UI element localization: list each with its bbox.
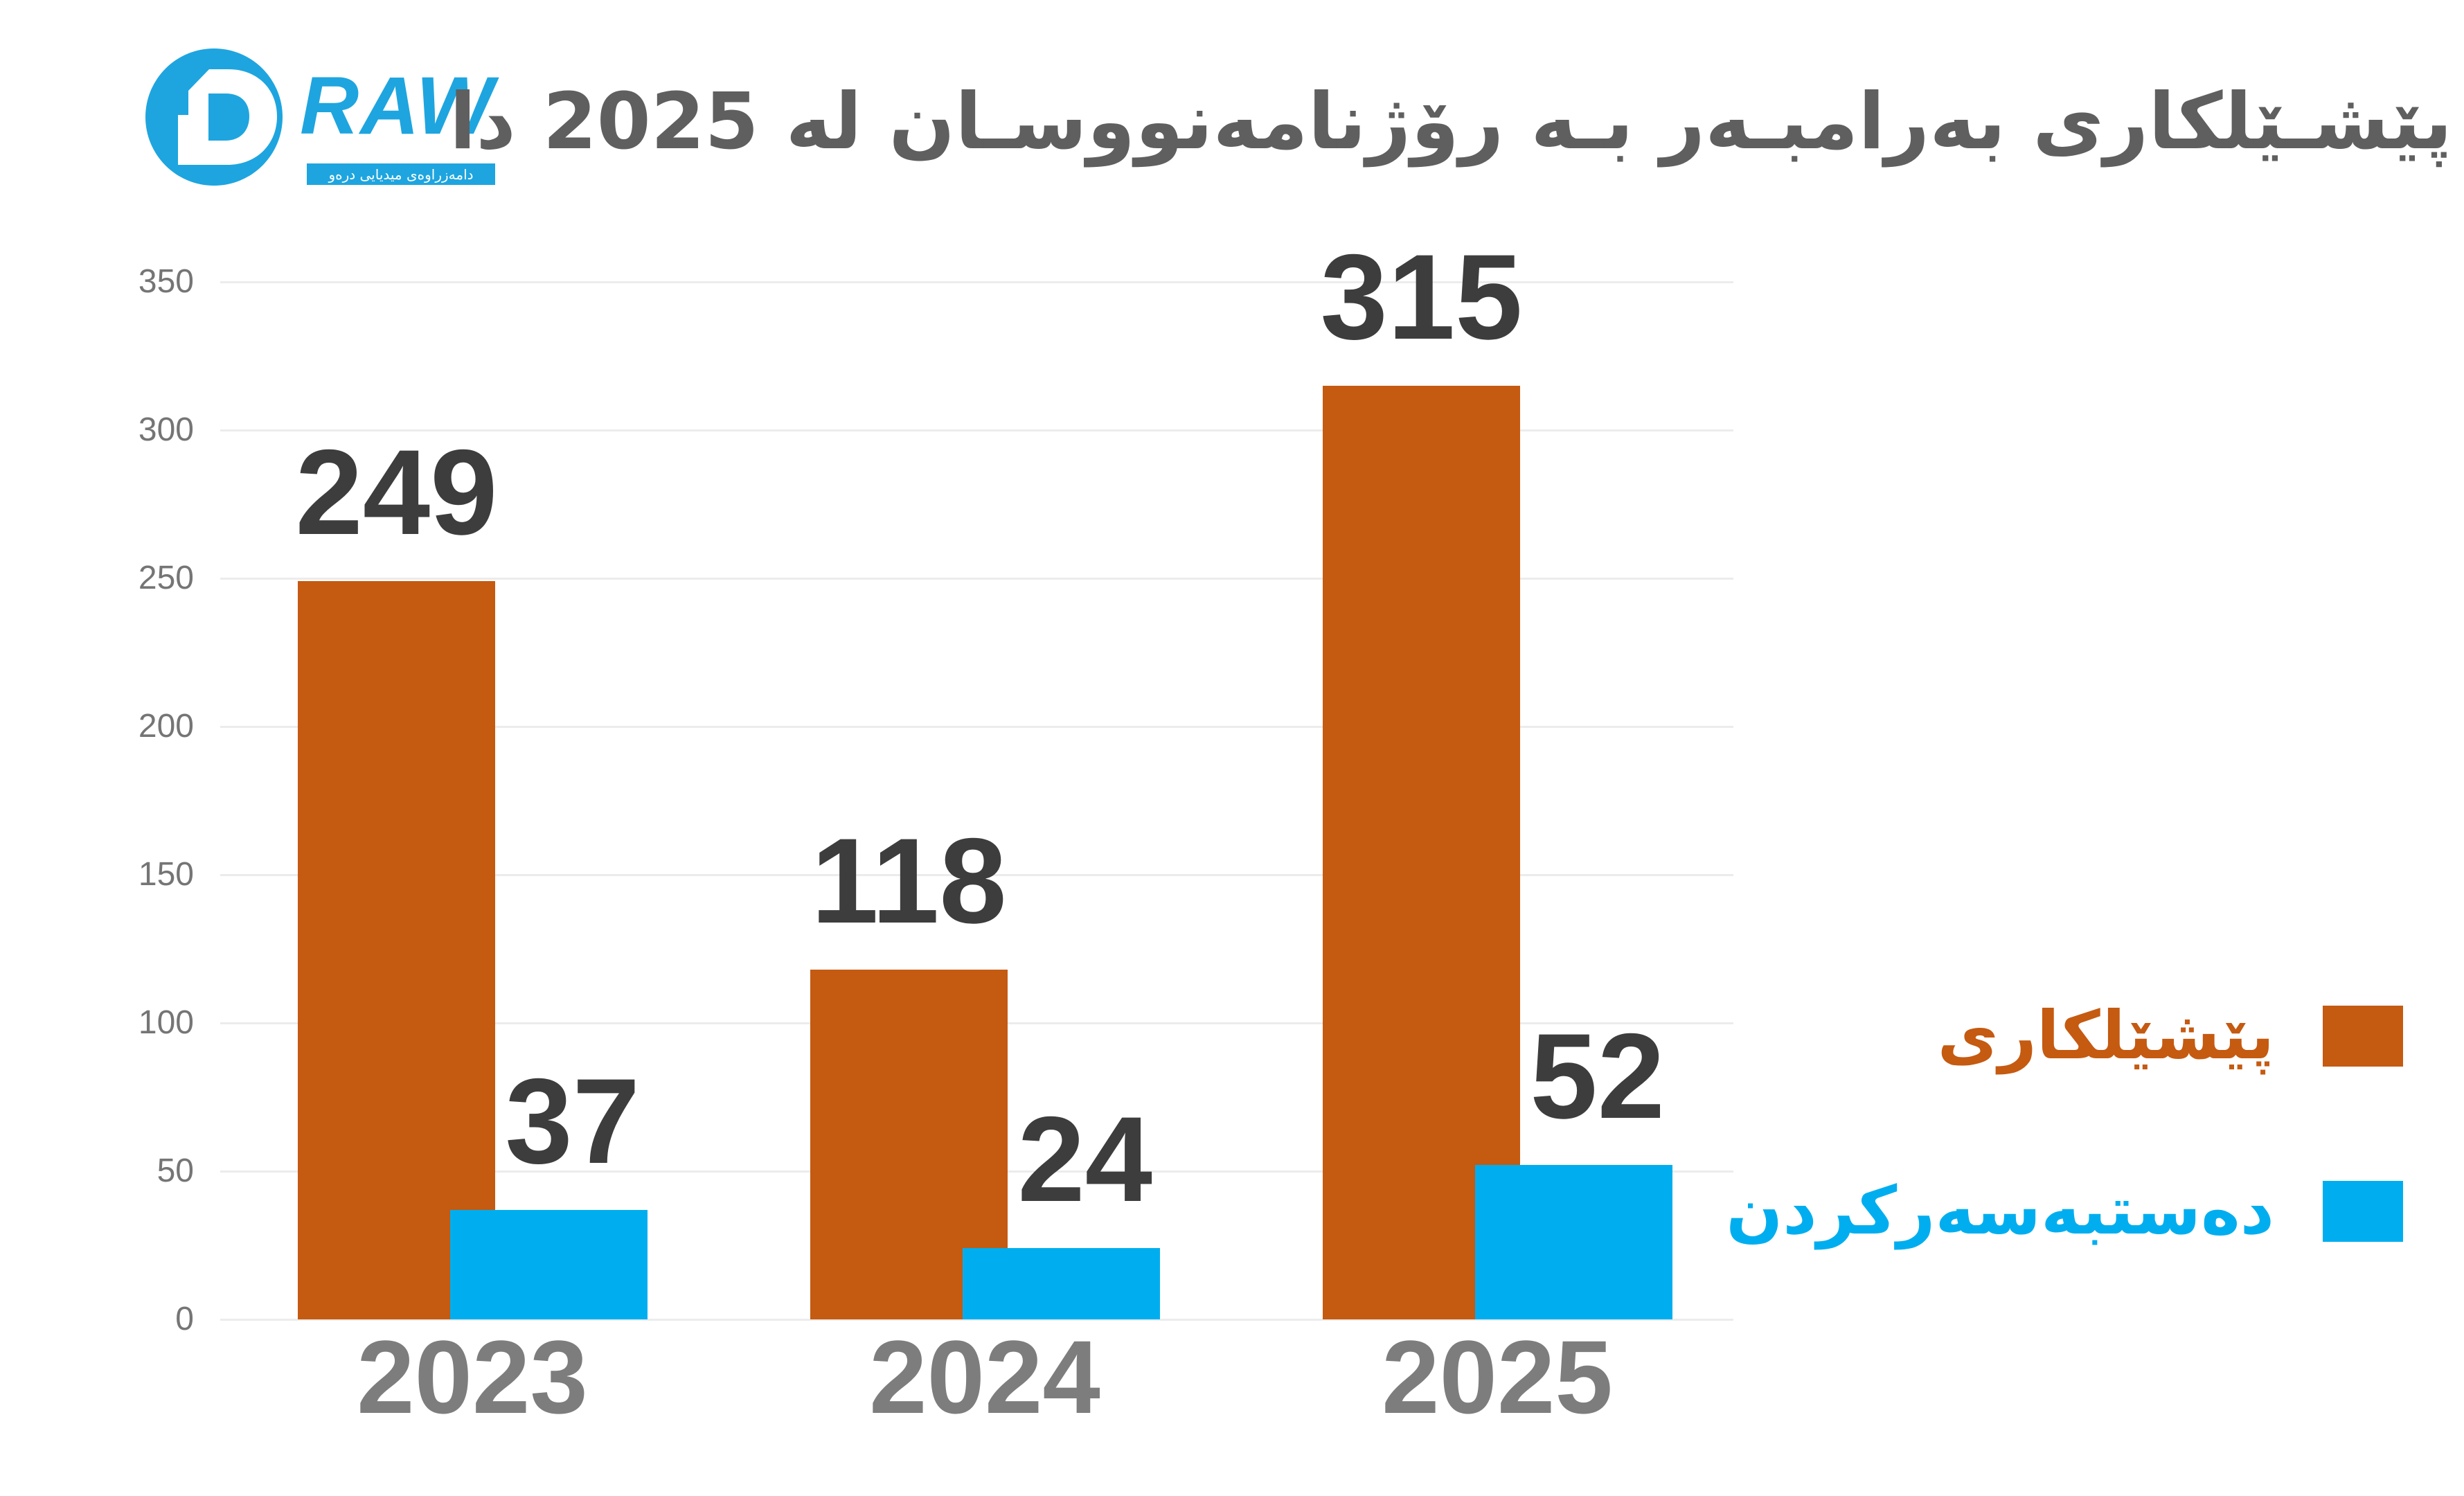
- draw-media-logo: RAW دامەزراوەی میدیایی درەو: [135, 40, 523, 193]
- gridline: [220, 577, 1733, 580]
- value-label-2025-violations: 315: [1320, 229, 1523, 365]
- legend-swatch-violations: [2323, 1006, 2403, 1067]
- draw-logo-tagline-ribbon: دامەزراوەی میدیایی درەو: [307, 163, 495, 185]
- gridline: [220, 725, 1733, 728]
- y-axis-tick-label: 100: [138, 1004, 194, 1041]
- gridline: [220, 1318, 1733, 1321]
- y-axis-tick-label: 150: [138, 856, 194, 893]
- value-label-2023-violations: 249: [295, 425, 498, 561]
- y-axis-tick-label: 250: [138, 560, 194, 596]
- bar-2025-detention: [1475, 1165, 1672, 1319]
- gridline: [220, 873, 1733, 876]
- draw-logo-tagline-text: دامەزراوەی میدیایی درەو: [328, 166, 474, 183]
- bar-2024-detention: [963, 1248, 1160, 1319]
- legend-label-detention: دەستبەسەرکردن: [1726, 1172, 2274, 1250]
- legend-item-detention: دەستبەسەرکردن: [1726, 1172, 2403, 1250]
- value-label-2024-violations: 118: [811, 813, 1007, 949]
- value-label-2023-detention: 37: [505, 1053, 641, 1189]
- x-axis-label-2024: 2024: [869, 1319, 1100, 1435]
- legend-label-violations: پێشێلکاری: [1937, 997, 2274, 1075]
- bar-2023-violations: [298, 581, 495, 1319]
- legend-swatch-detention: [2323, 1181, 2403, 1242]
- y-axis-tick-label: 0: [175, 1301, 194, 1337]
- draw-logo-wordmark: RAW: [300, 60, 495, 152]
- value-label-2025-detention: 52: [1530, 1009, 1666, 1145]
- bar-2023-detention: [450, 1209, 648, 1319]
- y-axis-tick-label: 350: [138, 263, 194, 300]
- x-axis-label-2025: 2025: [1382, 1319, 1613, 1435]
- y-axis-tick-label: 300: [138, 411, 194, 448]
- draw-logo-d-icon: [145, 48, 283, 186]
- gridline: [220, 280, 1733, 283]
- x-axis-label-2023: 2023: [357, 1319, 588, 1435]
- bar-2025-violations: [1323, 385, 1520, 1319]
- y-axis-tick-label: 50: [157, 1152, 194, 1189]
- y-axis-tick-label: 200: [138, 708, 194, 745]
- value-label-2024-detention: 24: [1017, 1092, 1153, 1228]
- legend-item-violations: پێشێلکاری: [1937, 997, 2403, 1075]
- chart-title: پێشـێلکاری بەرامبـەر بـە رۆژنامەنووسـان …: [449, 77, 2453, 167]
- gridline: [220, 429, 1733, 431]
